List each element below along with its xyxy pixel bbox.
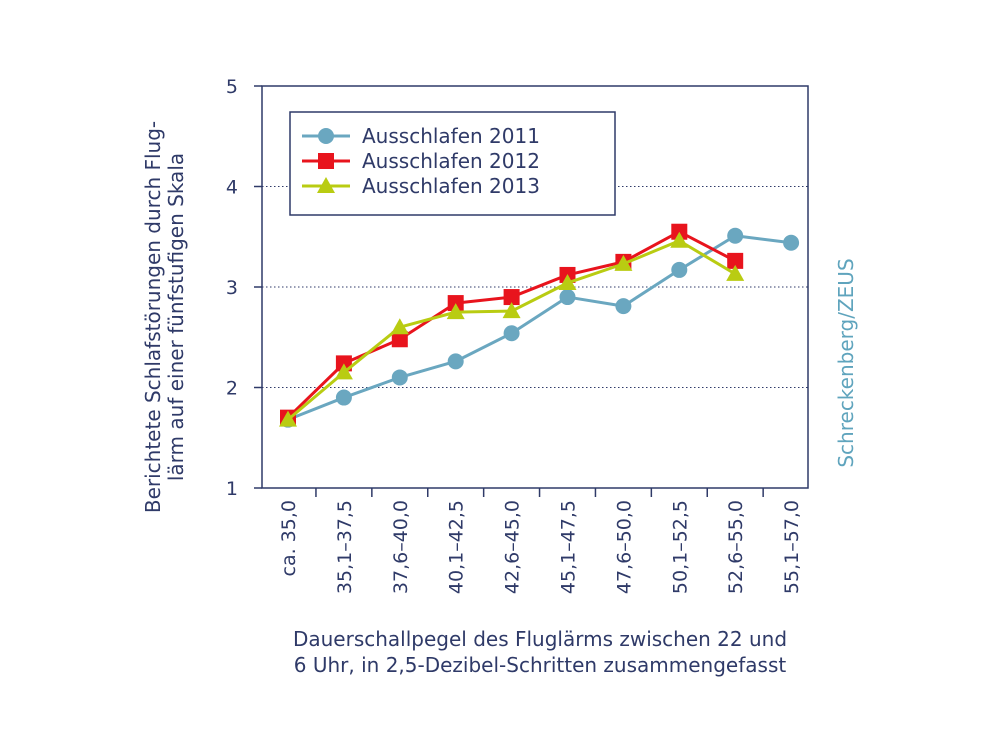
- data-point: [727, 227, 744, 244]
- data-point: [279, 410, 297, 427]
- legend-marker: [318, 153, 334, 169]
- x-axis-label-line-2: 6 Uhr, in 2,5-Dezibel-Schritten zusammen…: [294, 653, 787, 677]
- data-point: [391, 331, 408, 348]
- x-tick-label: ca. 35,0: [278, 500, 300, 576]
- data-point: [670, 231, 689, 248]
- x-tick-label: 50,1–52,5: [669, 500, 691, 594]
- x-tick-label: 52,6–55,0: [725, 500, 747, 594]
- data-point: [502, 302, 521, 319]
- x-tick-label: 35,1–37,5: [334, 500, 356, 594]
- x-tick-label: 45,1–47,5: [558, 500, 580, 594]
- data-point: [726, 264, 745, 281]
- data-point: [783, 234, 800, 251]
- data-point: [671, 261, 688, 278]
- series-1: [280, 227, 800, 428]
- y-axis-label-line-1: Berichtete Schlafstörungen durch Flug-: [141, 121, 165, 513]
- data-point: [727, 252, 744, 269]
- data-point: [335, 389, 352, 406]
- x-tick-label: 55,1–57,0: [781, 500, 803, 594]
- y-tick-label: 1: [226, 478, 238, 500]
- legend-box: [289, 111, 616, 216]
- data-point: [558, 273, 577, 290]
- x-tick-label: 47,6–50,0: [613, 500, 635, 594]
- data-point: [614, 254, 633, 271]
- data-point: [390, 318, 409, 335]
- legend-marker: [317, 177, 335, 193]
- x-axis-ticks: ca. 35,0 35,1–37,5 37,6–40,0 40,1–42,5 42,6–…: [278, 488, 803, 594]
- data-point: [615, 298, 632, 315]
- series-line: [287, 234, 792, 422]
- series-3: [279, 231, 745, 427]
- data-point: [503, 325, 520, 342]
- data-point: [503, 289, 520, 306]
- legend-item: Ausschlafen 2012: [302, 149, 540, 173]
- y-axis-label-line-2: lärm auf einer fünfstufigen Skala: [164, 153, 188, 481]
- legend-label: Ausschlafen 2012: [362, 149, 540, 173]
- y-tick-label: 2: [226, 378, 238, 400]
- y-axis-ticks: 1 2 3 4 5: [226, 76, 262, 500]
- data-point: [447, 353, 464, 370]
- y-tick-label: 5: [226, 76, 238, 98]
- series-line: [286, 230, 736, 419]
- x-tick-label: 40,1–42,5: [446, 500, 468, 594]
- data-point: [334, 363, 353, 380]
- source-credit: Schreckenberg/ZEUS: [834, 258, 858, 467]
- legend-marker: [318, 128, 334, 144]
- legend-label: Ausschlafen 2013: [362, 174, 540, 198]
- legend-item: Ausschlafen 2011: [302, 124, 540, 148]
- y-tick-label: 4: [226, 177, 238, 199]
- data-point: [559, 289, 576, 306]
- x-tick-label: 42,6–45,0: [502, 500, 524, 594]
- data-point: [446, 303, 465, 320]
- series-lines: [279, 223, 800, 428]
- data-point: [671, 223, 688, 240]
- data-point: [447, 295, 464, 312]
- data-point: [391, 369, 408, 386]
- legend-item: Ausschlafen 2013: [302, 174, 540, 198]
- x-axis-label-line-1: Dauerschallpegel des Fluglärms zwischen …: [293, 627, 787, 651]
- x-tick-label: 37,6–40,0: [390, 500, 412, 594]
- y-tick-label: 3: [226, 277, 238, 299]
- legend-label: Ausschlafen 2011: [362, 124, 540, 148]
